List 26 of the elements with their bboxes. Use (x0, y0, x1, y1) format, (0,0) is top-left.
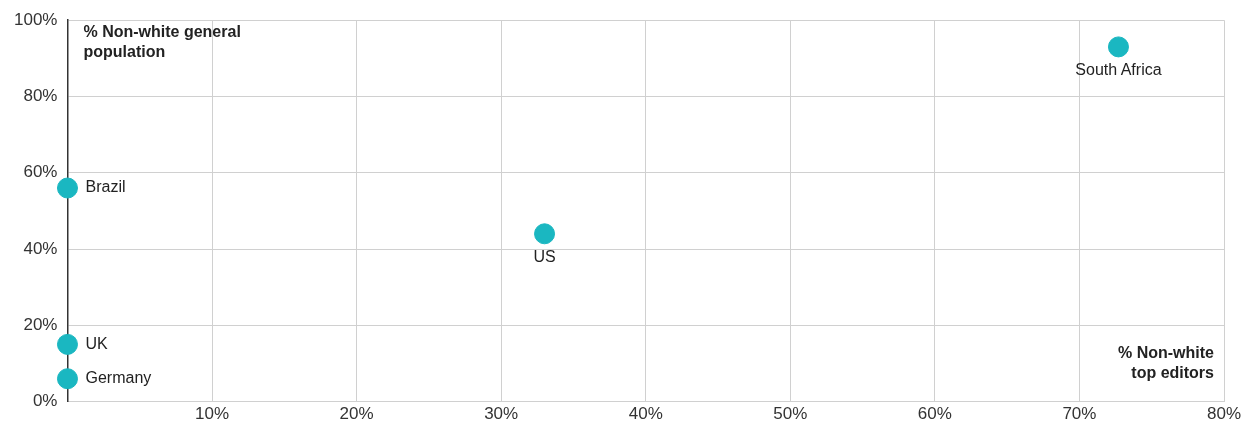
y-tick-label: 80% (23, 86, 58, 106)
annotation: US (533, 248, 556, 266)
annotation: Germany (85, 369, 152, 387)
point (534, 223, 556, 245)
point (56, 177, 78, 199)
x-tick-label: 60% (917, 404, 952, 424)
x-tick-label: 30% (484, 404, 519, 424)
point (56, 368, 78, 390)
annotation: South Africa (1075, 61, 1162, 79)
annotation: UK (85, 334, 109, 352)
annotation: Brazil (85, 178, 126, 196)
x-axis-title: % Non-white top editors (1118, 344, 1215, 382)
x-tick-label: 20% (339, 404, 374, 424)
x-tick-label: 40% (628, 404, 663, 424)
y-tick-label: 40% (23, 238, 58, 258)
y-tick-label: 100% (14, 9, 58, 29)
y-tick-label: 20% (23, 315, 58, 335)
y-tick-label: 60% (23, 162, 58, 182)
y-axis-title: % Non-white general population (83, 22, 241, 60)
x-tick-label: 80% (1206, 404, 1242, 424)
point (56, 333, 78, 355)
point (1107, 36, 1129, 58)
y-tick-label: 0% (32, 391, 58, 411)
x-tick-label: 10% (195, 404, 230, 424)
x-tick-label: 50% (773, 404, 808, 424)
x-tick-label: 70% (1062, 404, 1097, 424)
